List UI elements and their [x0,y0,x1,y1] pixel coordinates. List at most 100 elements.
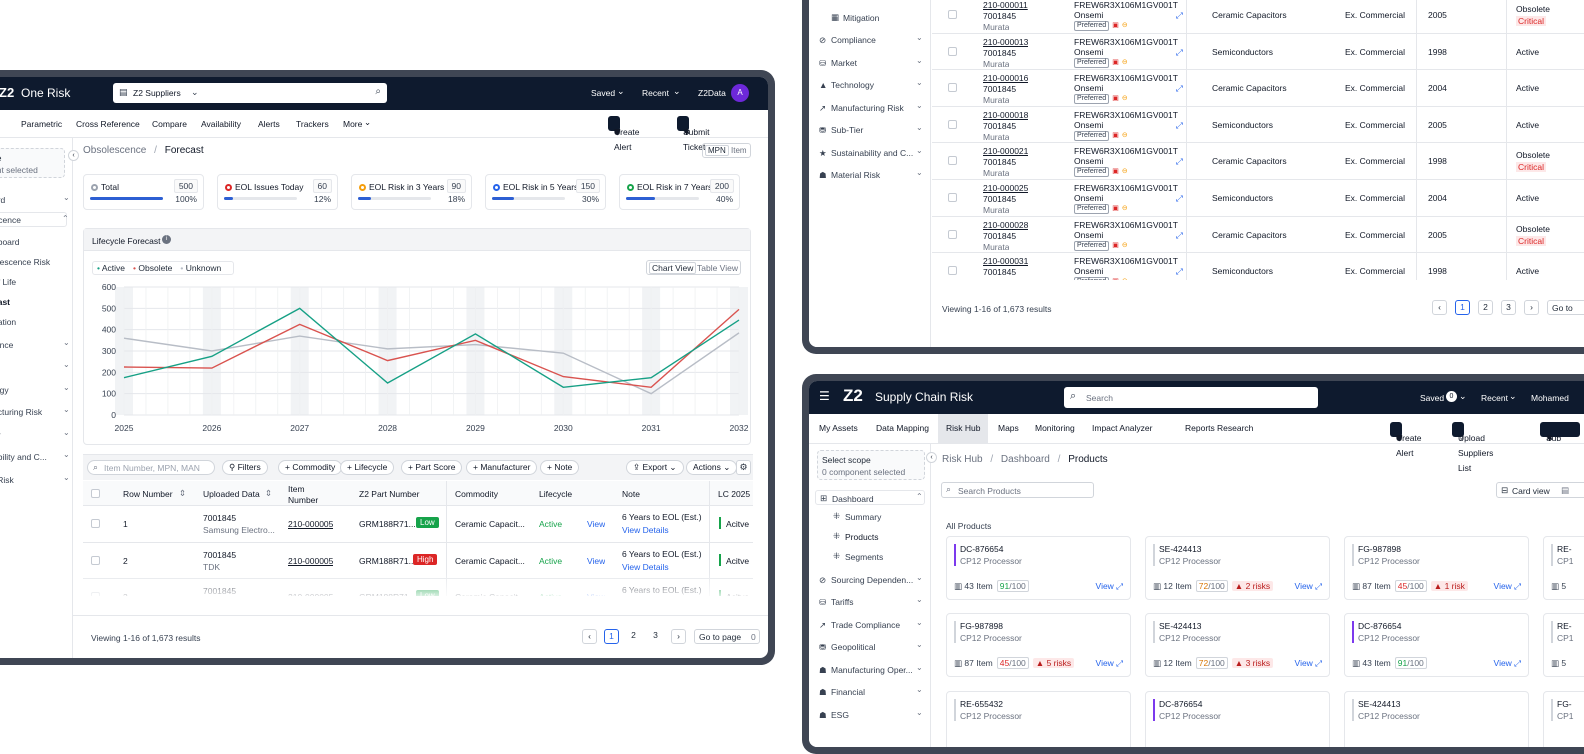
sidebar-item-geopolitical[interactable]: Geopolitical [831,642,876,652]
product-card[interactable]: DC-876654 CP12 Processor ▥ 43 Item 91/100 Vi… [1344,613,1529,677]
row-checkbox[interactable] [948,83,957,93]
saved-menu[interactable]: Saved [1420,393,1445,403]
pdf-icon[interactable]: ▣ [1112,58,1119,66]
product-card[interactable]: FG-987898 CP12 Processor ▥ 87 Item 45/100 ▲ … [1344,536,1529,600]
nav-cross-reference[interactable]: Cross Reference [76,119,140,129]
expand-icon[interactable]: ⤢ [1176,229,1183,240]
sidebar-item-dashboard-sub[interactable]: hboard [0,237,20,247]
product-card[interactable]: RE- CP1 ▥ 5 [1543,536,1584,600]
product-card[interactable]: SE-424413 CP12 Processor ▥ 12 Item 72/100 ▲ … [1145,613,1330,677]
product-card[interactable]: RE-655432 CP12 Processor [946,691,1131,747]
sidebar-item-technology[interactable]: Technology [831,80,875,90]
item-id-link[interactable]: 210-000011 [983,0,1028,10]
expand-icon[interactable]: ⤢ [1176,83,1183,94]
row-checkbox[interactable] [948,119,957,129]
note-chip[interactable]: + Note [540,460,580,475]
tr-next-page-button[interactable]: › [1524,300,1539,315]
product-card[interactable]: DC-876654 CP12 Processor ▥ 43 Item 91/100 Vi… [946,536,1131,600]
user-name[interactable]: Mohamed [1531,393,1569,403]
pdf-icon[interactable]: ▣ [1112,95,1119,103]
table-row[interactable]: 210-0000317001845Murata FREW6R3X106M1GV00… [932,253,1584,280]
expand-icon[interactable]: ⤢ [1176,10,1183,20]
item-id-link[interactable]: 210-000013 [983,36,1029,47]
z2-part-number[interactable]: GRM188R71... [359,555,416,566]
card-view-toggle[interactable]: ⊟ Card view ▤ [1496,482,1584,498]
page-1-button[interactable]: 1 [604,629,619,644]
product-card[interactable]: SE-424413 CP12 Processor [1344,691,1529,747]
product-card[interactable]: SE-424413 CP12 Processor ▥ 12 Item 72/100 ▲ … [1145,536,1330,600]
tr-page-2-button[interactable]: 2 [1478,300,1493,315]
sort-icon[interactable]: ⇕ [265,488,273,498]
table-row[interactable]: 210-000025 7001845 Murata FREW6R3X106M1GV00… [932,180,1584,217]
export-button[interactable]: ⇪ Export ⌄ [626,460,684,475]
item-id-link[interactable]: 210-000021 [983,146,1029,157]
view-product-link[interactable]: View ⤢ [1493,581,1521,591]
tr-prev-page-button[interactable]: ‹ [1432,300,1447,315]
sidebar-item-esg[interactable]: ESG [831,710,849,720]
sidebar-item-financial[interactable]: Financial [831,687,866,697]
col-commodity[interactable]: Commodity [455,489,498,499]
col-lc-2025[interactable]: LC 2025 [718,489,751,499]
sidebar-item-compliance[interactable]: iance [0,340,14,350]
global-search-input[interactable]: ⌕ Search [1064,387,1318,408]
nav-my-assets[interactable]: My Assets [819,423,858,433]
view-product-link[interactable]: View ⤢ [1493,658,1521,668]
table-row[interactable]: 210-000021 7001845 Murata FREW6R3X106M1GV00… [932,143,1584,181]
filters-button[interactable]: ⚲ Filters [222,460,268,475]
expand-icon[interactable]: ⤢ [1176,266,1183,277]
sidebar-item-sustainability[interactable]: ability and C... [0,452,47,462]
row-checkbox[interactable] [948,266,957,276]
select-all-checkbox[interactable] [91,489,100,498]
create-alert-button[interactable]: ⛊ Create Alert [608,116,640,152]
sidebar-item-technology[interactable]: logy [0,385,9,395]
row-checkbox[interactable] [948,46,957,56]
col-uploaded-data[interactable]: Uploaded Data [203,489,260,499]
expand-icon[interactable]: ⤢ [1176,193,1183,203]
col-item-number[interactable]: Item Number [288,484,319,505]
org-name[interactable]: Z2Data [698,88,726,98]
avatar[interactable]: A [731,84,749,102]
row-checkbox[interactable] [948,229,957,239]
mpn-item-toggle[interactable]: MPN Item [702,143,751,158]
list-view-icon[interactable]: ▤ [1561,485,1570,495]
row-checkbox[interactable] [948,156,957,166]
table-row[interactable]: 210-000013 7001845 Murata FREW6R3X106M1GV00… [932,33,1584,71]
sidebar-item-manufacturing-risk[interactable]: Manufacturing Risk [831,103,904,113]
upload-suppliers-button[interactable]: ⇪ Upload Suppliers List [1452,422,1493,473]
expand-icon[interactable]: ⤢ [1176,46,1183,57]
sidebar-item-sustainability[interactable]: Sustainability and C... [831,148,914,158]
manufacturer-chip[interactable]: + Manufacturer [466,460,538,475]
pdf-icon[interactable]: ▣ [1112,205,1119,212]
col-z2-part-number[interactable]: Z2 Part Number [359,489,420,499]
sidebar-item-sub-tier[interactable]: Sub-Tier [831,125,864,135]
create-alert-button[interactable]: ⛊ Create Alert [1390,422,1422,458]
nav-maps[interactable]: Maps [998,423,1019,433]
pdf-icon[interactable]: ▣ [1112,131,1119,139]
col-lifecycle[interactable]: Lifecycle [539,489,573,499]
stat-card[interactable]: EOL Risk in 7 Years 200 40% [619,174,740,210]
col-note[interactable]: Note [622,489,640,499]
sidebar-item-compliance[interactable]: Compliance [831,35,876,45]
nav-data-mapping[interactable]: Data Mapping [876,423,929,433]
row-checkbox[interactable] [948,193,957,202]
item-id-link[interactable]: 210-000016 [983,73,1029,84]
actions-button[interactable]: Actions ⌄ [686,460,738,475]
sidebar-item-dashboard[interactable]: ⊞ Dashboard ⌃ [815,490,925,505]
search-products-input[interactable]: ⌕ Search Products [941,482,1094,498]
product-card[interactable]: RE- CP1 ▥ 5 [1543,613,1584,677]
table-row[interactable]: 210-000028 7001845 Murata FREW6R3X106M1GV00… [932,216,1584,254]
sidebar-item-tariffs[interactable]: Tariffs [831,597,854,607]
chart-table-toggle[interactable]: Chart View Table View [646,260,741,275]
scope-search-bar[interactable]: ▤ Z2 Suppliers ⌄ ⌕ [113,83,387,103]
search-icon[interactable]: ⌕ [375,86,381,97]
toggle-mpn[interactable]: MPN [705,145,729,156]
product-card[interactable]: FG-987898 CP12 Processor ▥ 87 Item 45/100 ▲ … [946,613,1131,677]
recent-menu[interactable]: Recent [1481,393,1508,403]
collapse-sidebar-icon[interactable]: ‹ [68,150,79,161]
sidebar-item-sourcing[interactable]: Sourcing Dependen... [831,575,914,585]
z2-part-number[interactable]: GRM188R71... [359,519,416,529]
sidebar-item-segments[interactable]: Segments [845,552,884,562]
sidebar-item-end-of-life[interactable]: of Life [0,277,17,287]
item-id-link[interactable]: 210-000031 [983,256,1029,267]
table-row[interactable]: 1 7001845 Samsung Electro... 210-000005 GRM1… [83,506,753,543]
